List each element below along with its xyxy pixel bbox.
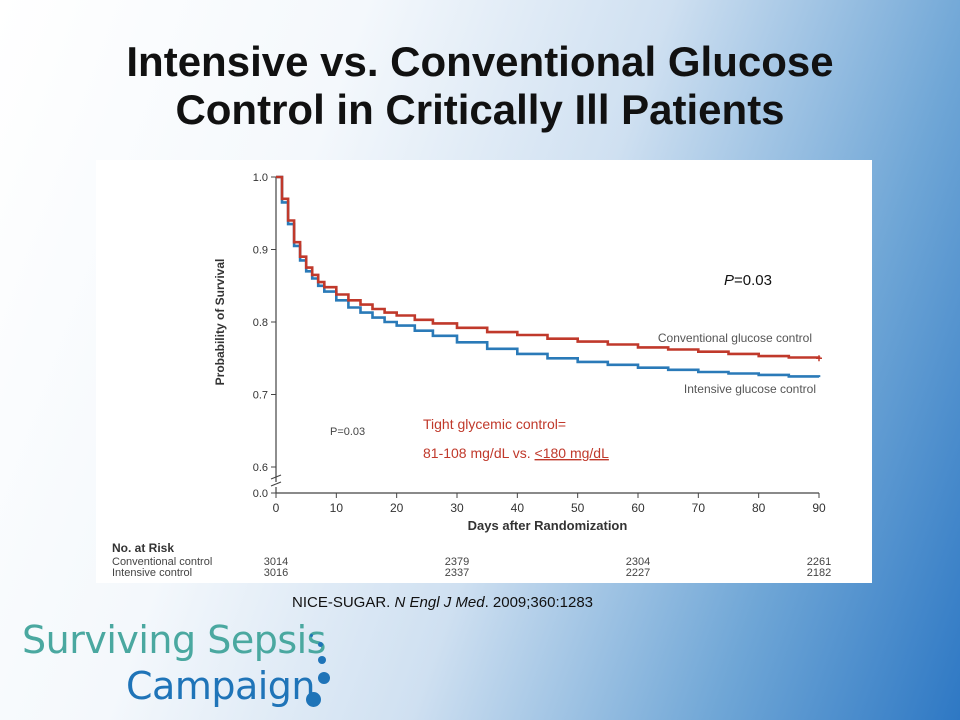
at-risk-count: 2379: [445, 556, 469, 568]
title-line-2: Control in Critically Ill Patients: [175, 86, 785, 133]
x-tick-label: 30: [450, 501, 464, 515]
surviving-sepsis-logo: Surviving Sepsis Campaign: [22, 618, 342, 718]
inner-p-value: P=0.03: [330, 426, 365, 438]
logo-dot-small-1: [310, 634, 313, 637]
logo-line-2: Campaign: [126, 664, 316, 708]
at-risk-count: 3014: [264, 556, 288, 568]
logo-dot-large-2: [306, 692, 321, 707]
survival-chart: 0.0 0.6 0.7 0.8 0.9 1.0 0 10 20 30 40 50 60 70 80 90 Day…: [112, 172, 831, 579]
survival-chart-panel: 0.0 0.6 0.7 0.8 0.9 1.0 0 10 20 30 40 50 60 70 80 90 Day…: [96, 160, 872, 583]
citation: NICE-SUGAR. N Engl J Med. 2009;360:1283: [292, 594, 593, 611]
axis-break-mark-2: [270, 481, 282, 487]
legend-label-intensive: Intensive glucose control: [684, 382, 816, 396]
axis-break-mark-1: [270, 474, 282, 480]
x-tick-label: 40: [511, 501, 525, 515]
logo-dot-large-1: [318, 672, 330, 684]
logo-dot-medium: [318, 656, 326, 664]
at-risk-row-label: Intensive control: [112, 567, 192, 579]
x-tick-label: 70: [692, 501, 706, 515]
y-tick-label: 0.9: [253, 245, 268, 257]
x-tick-label: 10: [330, 501, 344, 515]
at-risk-row-label: Conventional control: [112, 556, 212, 568]
at-risk-count: 2304: [626, 556, 650, 568]
x-tick-label: 20: [390, 501, 404, 515]
at-risk-count: 3016: [264, 567, 288, 579]
tight-glycemic-line-1: Tight glycemic control=: [423, 416, 566, 432]
legend-label-conventional: Conventional glucose control: [658, 331, 812, 345]
y-tick-label: 1.0: [253, 172, 268, 184]
citation-suffix: . 2009;360:1283: [484, 594, 593, 611]
y-tick-label: 0.0: [253, 488, 268, 500]
y-tick-label: 0.6: [253, 462, 268, 474]
at-risk-count: 2337: [445, 567, 469, 579]
title-line-1: Intensive vs. Conventional Glucose: [126, 38, 834, 85]
y-axis-title: Probability of Survival: [213, 259, 227, 386]
y-tick-label: 0.7: [253, 390, 268, 402]
citation-prefix: NICE-SUGAR.: [292, 594, 395, 611]
tight-glycemic-line-2: 81-108 mg/dL vs. <180 mg/dL: [423, 445, 609, 461]
at-risk-header: No. at Risk: [112, 541, 174, 555]
logo-line-1: Surviving Sepsis: [22, 618, 326, 662]
x-axis-title: Days after Randomization: [468, 518, 628, 533]
y-tick-label: 0.8: [253, 317, 268, 329]
x-tick-label: 0: [273, 501, 280, 515]
p-value-annotation: P=0.03: [724, 272, 772, 289]
conventional-survival-line: [276, 175, 821, 359]
x-tick-label: 60: [631, 501, 645, 515]
x-tick-label: 90: [812, 501, 826, 515]
citation-journal: N Engl J Med: [394, 594, 485, 611]
x-tick-label: 80: [752, 501, 766, 515]
at-risk-count: 2261: [807, 556, 831, 568]
logo-dot-small-2: [318, 642, 323, 647]
at-risk-count: 2227: [626, 567, 650, 579]
at-risk-count: 2182: [807, 567, 831, 579]
page-title: Intensive vs. Conventional Glucose Contr…: [0, 38, 960, 134]
x-tick-label: 50: [571, 501, 585, 515]
